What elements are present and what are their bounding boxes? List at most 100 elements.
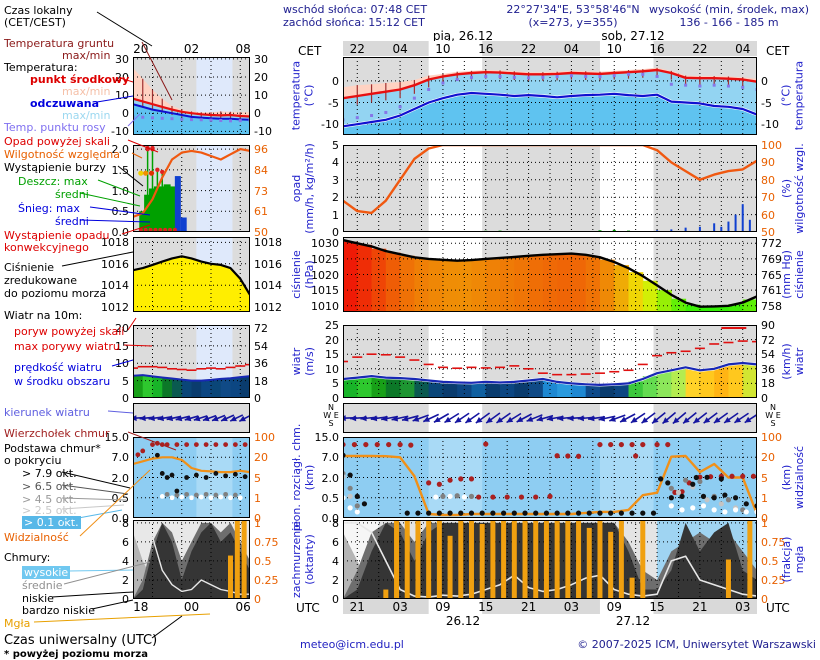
mini-tick-left: 5 — [122, 374, 129, 388]
mini-tick-right: 10 — [254, 89, 268, 103]
utc-date1: 26.12 — [445, 614, 481, 628]
axis-tick-right: 70 — [761, 191, 775, 205]
axis-tick-left: 10 — [325, 362, 339, 376]
mini-cloud-extent — [133, 437, 250, 518]
utc-tick: 21 — [692, 600, 708, 614]
utc-tick: 03 — [735, 600, 751, 614]
axis-unit-left: (m/s) — [302, 346, 316, 376]
axis-tick-right: 60 — [761, 208, 775, 222]
utc-tick: 03 — [392, 600, 408, 614]
mini-tick-left: 8 — [122, 516, 129, 530]
axis-tick-left: 8 — [332, 516, 339, 530]
day2-header: sob, 27.12 — [601, 29, 665, 43]
cet-tick: 10 — [606, 42, 622, 56]
cet-tick: 16 — [649, 42, 665, 56]
axis-tick-left: 1010 — [311, 299, 339, 313]
compass-n: N — [328, 403, 334, 412]
legend-label: poryw powyżej skali — [14, 325, 125, 338]
mini-tick-right: 50 — [254, 226, 268, 239]
legend-label: Czas lokalny — [4, 4, 73, 17]
compass-n: N — [770, 403, 776, 412]
axis-tick-left: 0 — [332, 593, 339, 606]
axis-unit-right: (frakcja) — [779, 536, 793, 582]
utc-tick: 09 — [606, 600, 622, 614]
axis-tick-left: 6 — [332, 535, 339, 549]
panel-wind — [343, 325, 757, 398]
legend-label: bardzo niskie — [22, 604, 95, 617]
mini-tick-right: 0 — [254, 107, 261, 121]
axis-tick-right: 0 — [761, 512, 768, 525]
legend-label: Wilgotność względna — [4, 148, 121, 161]
axis-tick-right: -5 — [761, 96, 772, 110]
axis-tick-left: 15.0 — [314, 431, 340, 444]
legend-label: Podstawa chmur* — [4, 442, 101, 455]
legend-label: Temperatura: — [4, 61, 78, 74]
mini-tick-left: 4 — [122, 554, 129, 568]
axis-tick-right: 765 — [761, 268, 782, 282]
mini-tick-left: 0 — [122, 593, 129, 606]
mini-tick-right: 72 — [254, 322, 268, 336]
legend-label: niskie — [22, 592, 54, 605]
axis-tick-left: 1025 — [311, 252, 339, 266]
axis-tick-right: 20 — [761, 451, 775, 465]
mini-tick-left: 20 — [115, 322, 129, 336]
axis-tick-right: -10 — [761, 118, 779, 132]
axis-tick-right: 758 — [761, 299, 782, 313]
axis-tick-right: 100 — [761, 431, 782, 444]
mini-cet-tick: 02 — [183, 42, 200, 56]
contact-email-link[interactable]: meteo@icm.edu.pl — [300, 638, 404, 651]
cet-tick: 22 — [692, 42, 708, 56]
legend-label: Wiatr na 10m: — [4, 309, 83, 322]
axis-tick-right: 54 — [761, 348, 775, 362]
mini-tick-right: 1 — [254, 516, 261, 530]
utc-tick: 03 — [563, 600, 580, 614]
legend-label: Wystąpienie opadu — [4, 229, 110, 242]
compass-we: W E — [765, 411, 781, 420]
legend-label: max/min — [62, 49, 111, 62]
mini-tick-left: 7.0 — [111, 451, 130, 465]
mini-cloud-cover — [133, 520, 250, 599]
mini-tick-right: 1018 — [254, 236, 282, 250]
mini-tick-right: 0 — [254, 512, 261, 525]
mini-tick-right: 84 — [254, 163, 268, 177]
legend-label: o pokryciu — [4, 454, 62, 467]
utc-tick: 15 — [649, 600, 665, 614]
axis-tick-left: 0.0 — [321, 512, 340, 525]
axis-tick-left: 0 — [332, 74, 339, 88]
mini-utc-tick: 18 — [133, 600, 149, 614]
axis-tick-left: 15 — [325, 348, 339, 362]
mini-tick-right: 61 — [254, 205, 268, 219]
axis-title-left: wiatr — [289, 347, 303, 375]
axis-tick-right: 50 — [761, 226, 775, 239]
mini-tick-right: 0.5 — [254, 554, 272, 568]
copyright-text: © 2007-2025 ICM, Uniwersytet Warszawski — [577, 638, 816, 651]
sunset-label: zachód słońca: 15:12 CET — [283, 16, 425, 29]
altitude-label: wysokość (min, środek, max) — [648, 3, 810, 16]
mini-wind-direction — [133, 403, 250, 433]
axis-tick-right: 761 — [761, 284, 782, 298]
mini-tick-left: 1.0 — [111, 184, 130, 198]
mini-tick-left: 2.0 — [111, 143, 130, 157]
axis-tick-left: 0 — [332, 226, 339, 239]
panel-pressure — [343, 237, 757, 312]
mini-pressure — [133, 237, 250, 312]
cet-tick: 04 — [563, 42, 580, 56]
axis-tick-left: 4 — [332, 554, 339, 568]
mini-tick-right: 100 — [254, 431, 275, 444]
panel-cloud-cover — [343, 520, 757, 599]
axis-tick-right: 0 — [761, 392, 768, 405]
legend-label: Ciśnienie — [4, 261, 55, 274]
mini-utc-tick: 06 — [235, 600, 251, 614]
panel-wind-direction — [343, 403, 757, 433]
compass-rose-left: N W E S — [322, 404, 340, 428]
mini-tick-right: 1016 — [254, 257, 282, 271]
utc-label-right: UTC — [766, 601, 790, 615]
mini-tick-right: 0.75 — [254, 535, 279, 549]
axis-tick-left: 2 — [332, 191, 339, 205]
axis-tick-right: 90 — [761, 319, 775, 332]
axis-tick-right: 0.25 — [761, 573, 786, 587]
axis-tick-left: 5 — [332, 139, 339, 152]
axis-title-left: zachmurzenie — [289, 520, 303, 598]
mini-tick-left: 15 — [115, 339, 129, 353]
